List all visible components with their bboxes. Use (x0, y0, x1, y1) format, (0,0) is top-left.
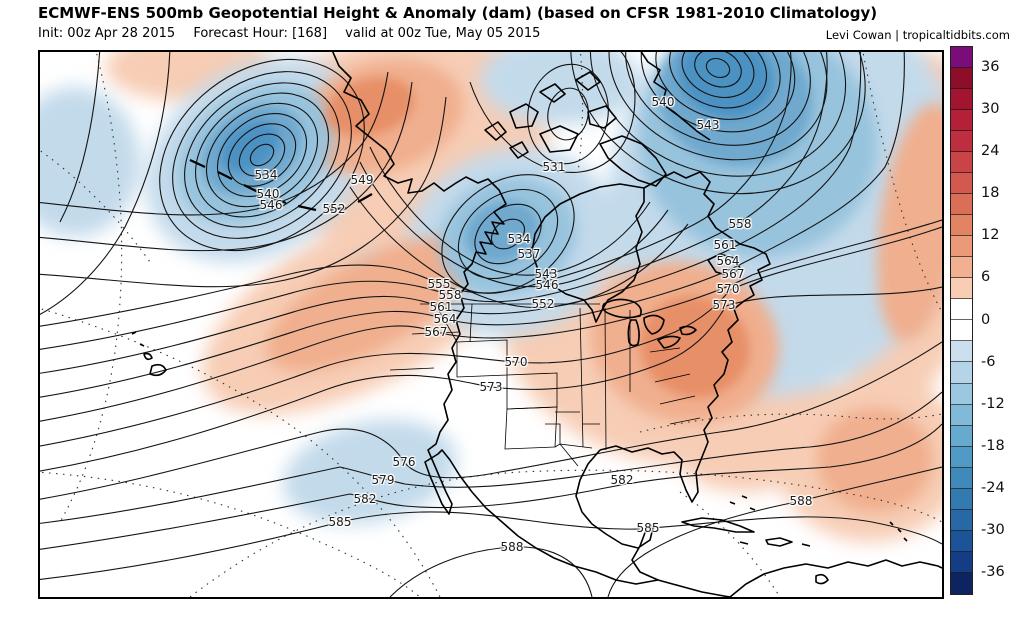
colorbar-tick: 18 (981, 185, 1000, 202)
colorbar-tick: 12 (981, 227, 1000, 244)
colorbar-cell (951, 404, 972, 426)
colorbar-tick: 0 (981, 311, 991, 328)
map-canvas: 534 540 546 552 549 531 540 543 534 537 543 546 552 5… (38, 50, 944, 599)
anomaly-colorbar (950, 46, 973, 595)
init-time: Init: 00z Apr 28 2015 (38, 26, 176, 41)
colorbar-tick: -30 (981, 521, 1005, 538)
colorbar-cell (951, 68, 972, 90)
map-graphics (40, 52, 942, 597)
colorbar-cell (951, 278, 972, 300)
colorbar-tick: 6 (981, 269, 991, 286)
colorbar-cell (951, 467, 972, 489)
colorbar-tick: 30 (981, 101, 1000, 118)
colorbar-cell (951, 488, 972, 510)
colorbar-tick: 24 (981, 143, 1000, 160)
colorbar-cell (951, 341, 972, 363)
coastlines (131, 52, 942, 597)
colorbar-cell (951, 131, 972, 153)
credit-text: Levi Cowan | tropicaltidbits.com (825, 28, 1010, 42)
colorbar-cell (951, 299, 972, 321)
colorbar-tick: -12 (981, 395, 1005, 412)
forecast-hour: Forecast Hour: [168] (193, 26, 328, 41)
colorbar-cell (951, 110, 972, 132)
map-title: ECMWF-ENS 500mb Geopotential Height & An… (38, 4, 878, 22)
colorbar-cell (951, 362, 972, 384)
colorbar-cell (951, 236, 972, 258)
colorbar-cell (951, 383, 972, 405)
colorbar-cell (951, 572, 972, 594)
colorbar-tick: -6 (981, 353, 996, 370)
colorbar-cell (951, 173, 972, 195)
colorbar-cell (951, 257, 972, 279)
colorbar-tick: -36 (981, 563, 1005, 580)
graticule-lines (40, 52, 942, 597)
colorbar-cell (951, 551, 972, 573)
colorbar-cell (951, 47, 972, 69)
run-info: Init: 00z Apr 28 2015 Forecast Hour: [16… (38, 26, 554, 41)
valid-time: valid at 00z Tue, May 05 2015 (345, 26, 541, 41)
colorbar-cell (951, 194, 972, 216)
colorbar-cell (951, 89, 972, 111)
colorbar-tick: -18 (981, 437, 1005, 454)
colorbar-cell (951, 446, 972, 468)
colorbar-cell (951, 509, 972, 531)
height-contours (40, 52, 942, 597)
colorbar-cell (951, 530, 972, 552)
colorbar-tick: 36 (981, 59, 1000, 76)
colorbar-tick: -24 (981, 479, 1005, 496)
colorbar-cell (951, 215, 972, 237)
colorbar-cell (951, 320, 972, 342)
state-borders (389, 303, 701, 467)
colorbar-cell (951, 425, 972, 447)
colorbar-cell (951, 152, 972, 174)
